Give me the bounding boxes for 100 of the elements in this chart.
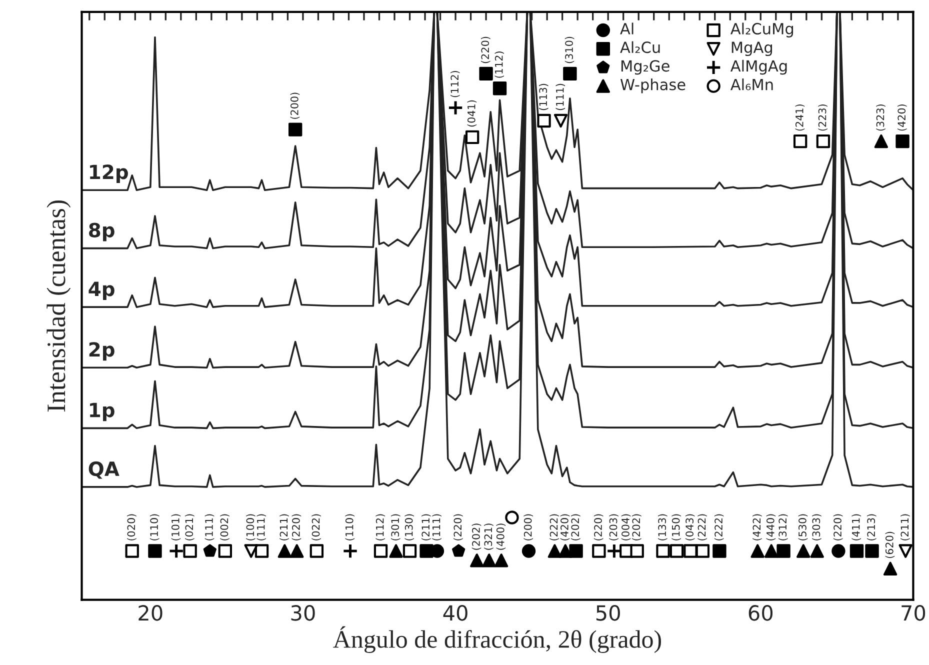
legend-label: Al (620, 22, 634, 34)
annotation: (020) (127, 514, 136, 540)
point (850, 544, 864, 558)
annotation: (220) (292, 514, 302, 540)
point (479, 66, 493, 81)
point (125, 544, 139, 558)
annotation: (111) (204, 514, 214, 540)
x-tick-label: 60 (748, 605, 773, 621)
legend-label: AlMgAg (730, 60, 787, 75)
point (883, 562, 898, 576)
point (465, 130, 480, 144)
annotation: (111) (432, 514, 442, 540)
annotation: (110) (150, 514, 160, 540)
annotation: (222) (714, 514, 724, 540)
legend-label: MgAg (732, 42, 772, 56)
y-axis-title: Intensidad (cuentas) (46, 200, 71, 412)
annotation: (022) (312, 514, 321, 540)
series-label: 2p (89, 342, 114, 361)
x-tick-label: 30 (291, 605, 315, 621)
point (750, 544, 764, 558)
point (537, 114, 551, 128)
point (796, 544, 810, 558)
annotation: (422) (752, 514, 762, 540)
annotation: (211) (280, 514, 289, 540)
annotation: (411) (852, 514, 862, 540)
point (696, 544, 710, 558)
point (482, 554, 496, 568)
x-axis-title: Ángulo de difracción, 2θ (grado) (333, 626, 661, 654)
annotation: (420) (898, 104, 907, 131)
annotation: (150) (672, 514, 681, 540)
annotation: (200) (290, 92, 300, 119)
annotation: (202) (571, 514, 580, 540)
legend-label: W-phase (620, 78, 686, 94)
x-tick-label: 20 (138, 605, 162, 621)
annotation: (220) (833, 514, 843, 540)
annotation: (530) (798, 514, 808, 540)
annotation: (400) (496, 524, 506, 550)
annotation: (420) (560, 514, 570, 540)
annotation: (220) (594, 514, 604, 540)
point (569, 544, 583, 558)
point (389, 544, 403, 558)
point (288, 122, 302, 136)
point (684, 544, 698, 558)
point (832, 544, 846, 558)
legend-label: Mg₂Ge (621, 60, 670, 75)
annotation: (101) (171, 514, 181, 540)
point (816, 134, 830, 148)
annotation: (223) (818, 104, 828, 131)
point (470, 554, 484, 568)
point (290, 544, 304, 558)
point (563, 66, 577, 81)
annotation: (133) (658, 514, 668, 540)
annotation: (110) (345, 514, 355, 540)
point (244, 544, 258, 558)
series-label: 1p (90, 402, 114, 422)
annotation: (130) (404, 514, 414, 540)
annotation: (112) (494, 52, 504, 78)
point (522, 544, 536, 558)
annotation: (112) (376, 514, 386, 540)
point (168, 543, 184, 559)
point (898, 544, 912, 558)
point (776, 544, 790, 558)
annotation: (222) (698, 514, 707, 540)
point (670, 544, 684, 558)
annotation: (211) (422, 514, 431, 540)
annotation: (220) (481, 36, 490, 64)
point (374, 544, 388, 558)
annotation: (303) (812, 514, 822, 540)
point (148, 544, 162, 558)
point (656, 544, 670, 558)
point (810, 544, 824, 558)
annotation: (111) (556, 84, 566, 110)
annotation: (203) (609, 514, 618, 540)
annotation: (202) (632, 514, 642, 540)
annotation: (002) (220, 514, 230, 540)
point (505, 510, 519, 524)
legend-label: Al₂CuMg (730, 22, 794, 38)
annotation: (213) (866, 514, 876, 540)
point (712, 544, 726, 558)
series-label: QA (88, 461, 120, 479)
point (558, 544, 572, 558)
point (630, 544, 644, 558)
point (494, 554, 508, 568)
annotation: (312) (778, 514, 788, 540)
point (874, 134, 888, 148)
annotation: (100) (246, 514, 256, 540)
point (448, 100, 464, 116)
x-tick-label: 50 (596, 605, 620, 621)
point (548, 544, 562, 558)
annotation: (021) (185, 514, 194, 540)
point (554, 114, 568, 128)
point (310, 544, 324, 558)
point (218, 544, 232, 558)
annotation: (321) (484, 524, 494, 550)
annotation: (440) (766, 514, 776, 540)
legend-label: Al₂Cu (620, 41, 660, 54)
annotation: (620) (885, 532, 895, 558)
annotation: (323) (876, 104, 886, 131)
point (452, 544, 466, 557)
series-label: 12p (90, 164, 128, 184)
